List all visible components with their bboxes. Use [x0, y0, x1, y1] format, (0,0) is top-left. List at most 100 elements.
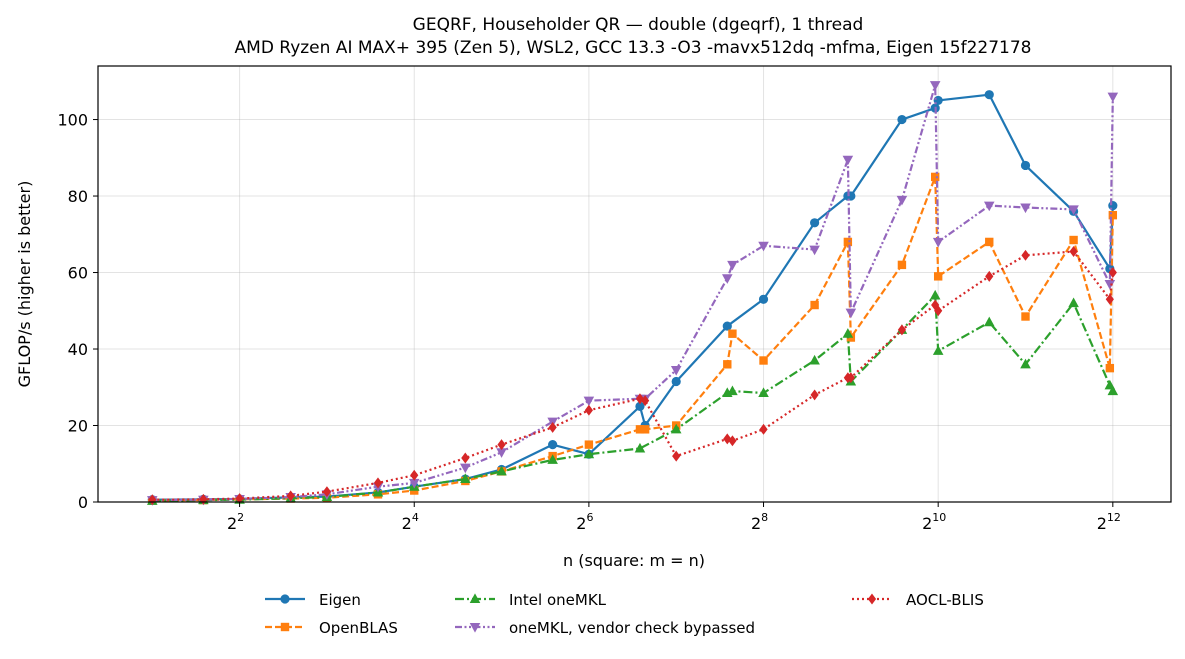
data-point [934, 305, 943, 317]
data-point [548, 421, 557, 433]
data-point [1068, 297, 1079, 308]
legend-label: AOCL-BLIS [906, 591, 984, 609]
data-point [584, 440, 594, 449]
data-point [410, 469, 419, 481]
data-point [548, 440, 558, 450]
data-point [1069, 235, 1078, 245]
legend-label: Intel oneMKL [509, 591, 607, 609]
legend-swatch-marker [469, 623, 481, 633]
data-point [1108, 200, 1118, 211]
data-point [758, 241, 769, 252]
data-point [929, 81, 941, 91]
data-point [1107, 385, 1119, 396]
legend-entry-onemkl-vendor-check-bypassed: oneMKL, vendor check bypassed [455, 619, 755, 637]
x-tick-label: 24 [402, 511, 419, 533]
series-aocl-blis [148, 246, 1117, 506]
data-point [809, 354, 820, 365]
grid-lines [98, 66, 1171, 503]
data-point [930, 172, 940, 182]
data-point [842, 328, 854, 338]
data-point [497, 439, 506, 451]
x-tick-base: 2 [227, 514, 237, 533]
x-axis-ticks: 22 24 26 28 210 212 [227, 502, 1121, 533]
series-intel-onemkl [146, 289, 1119, 505]
data-point [1068, 205, 1079, 216]
data-point [1020, 160, 1031, 171]
data-point [983, 201, 995, 212]
data-point [984, 90, 994, 100]
legend-entry-aocl-blis: AOCL-BLIS [852, 591, 984, 609]
data-point [897, 324, 907, 336]
data-point [758, 294, 769, 304]
data-point [671, 376, 681, 387]
chart-subtitle: AMD Ryzen AI MAX+ 395 (Zen 5), WSL2, GCC… [235, 38, 1032, 58]
y-axis-ticks: 0 20 40 60 80 100 [57, 111, 98, 512]
series-line-onemkl-vendor-check-bypassed [152, 84, 1114, 502]
x-tick-label: 212 [1097, 511, 1121, 533]
legend: Eigen OpenBLAS Intel oneMKL oneMKL, vendor … [265, 591, 984, 637]
x-tick-exponent: 4 [412, 511, 419, 524]
legend-swatch-marker [280, 622, 290, 632]
plot-frame [97, 65, 1172, 503]
data-point [322, 486, 332, 498]
data-point [896, 195, 908, 206]
data-point [933, 272, 943, 281]
data-point [845, 308, 857, 319]
data-point [759, 356, 768, 365]
data-point [583, 448, 595, 459]
data-point [670, 423, 682, 434]
data-point [373, 477, 383, 489]
x-tick-base: 2 [922, 514, 932, 533]
data-point [547, 454, 558, 464]
legend-label: OpenBLAS [319, 619, 398, 637]
data-point [759, 423, 768, 435]
data-point [810, 218, 820, 228]
data-point [286, 490, 295, 502]
data-point [722, 274, 733, 284]
data-point [929, 289, 941, 300]
data-point [584, 404, 593, 416]
x-axis-label: n (square: m = n) [563, 551, 705, 570]
series-layer [146, 81, 1119, 506]
y-tick-label: 40 [68, 340, 88, 359]
legend-swatch-marker [867, 593, 877, 605]
data-point [809, 245, 820, 256]
data-point [1021, 249, 1030, 261]
x-tick-label: 210 [922, 511, 946, 533]
data-point [1105, 293, 1114, 305]
data-point [1069, 246, 1078, 257]
x-tick-base: 2 [402, 514, 412, 533]
x-tick-label: 22 [227, 511, 244, 533]
data-point [983, 316, 995, 327]
data-point [1105, 363, 1115, 373]
data-point [985, 270, 994, 282]
x-tick-exponent: 8 [761, 511, 768, 524]
series-line-eigen [152, 93, 1114, 501]
data-point [723, 433, 732, 445]
data-point [460, 463, 471, 474]
x-tick-base: 2 [751, 514, 761, 533]
x-tick-label: 28 [751, 511, 768, 533]
data-point [728, 435, 737, 447]
data-point [722, 321, 732, 331]
series-line-openblas [152, 175, 1114, 502]
data-point [727, 260, 738, 271]
x-tick-exponent: 12 [1107, 511, 1121, 524]
series-onemkl-vendor-check-bypassed [146, 81, 1119, 506]
data-point [1020, 203, 1031, 214]
y-tick-label: 100 [57, 111, 88, 130]
y-tick-label: 20 [68, 417, 88, 436]
x-tick-label: 26 [576, 511, 593, 533]
data-point [985, 237, 994, 247]
data-point [810, 300, 819, 310]
data-point [672, 450, 681, 462]
data-point [758, 387, 769, 398]
series-line-aocl-blis [152, 250, 1114, 501]
chart-title: GEQRF, Householder QR — double (dgeqrf),… [413, 15, 864, 35]
data-point [640, 425, 650, 434]
legend-entry-openblas: OpenBLAS [265, 619, 398, 637]
data-point [670, 366, 682, 376]
x-tick-exponent: 2 [237, 511, 244, 524]
data-point [932, 345, 944, 355]
